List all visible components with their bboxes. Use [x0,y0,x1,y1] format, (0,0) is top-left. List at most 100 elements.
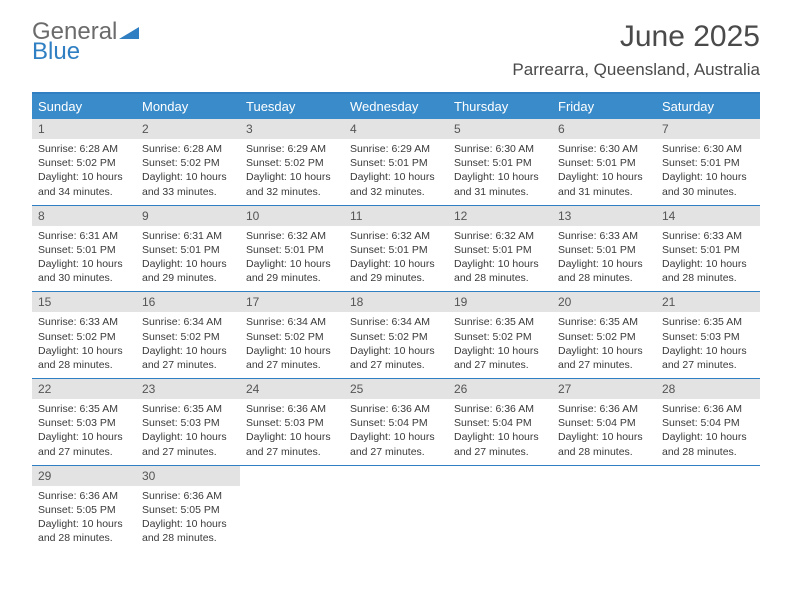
day-cell: 7Sunrise: 6:30 AMSunset: 5:01 PMDaylight… [656,119,760,205]
day-number: 4 [344,119,448,139]
day-number: 22 [32,379,136,399]
sunset-value: 5:01 PM [77,244,116,256]
week-row: 1Sunrise: 6:28 AMSunset: 5:02 PMDaylight… [32,119,760,206]
day-number: 30 [136,466,240,486]
daylight-label: Daylight: [558,171,602,183]
sunrise-line: Sunrise: 6:33 AM [662,229,754,243]
sunset-line: Sunset: 5:03 PM [246,416,338,430]
day-cell: 3Sunrise: 6:29 AMSunset: 5:02 PMDaylight… [240,119,344,205]
sunrise-label: Sunrise: [38,403,79,415]
location-text: Parrearra, Queensland, Australia [512,60,760,80]
sunset-label: Sunset: [246,417,285,429]
dow-cell: Thursday [448,94,552,119]
day-cell [552,466,656,552]
sunset-value: 5:01 PM [493,244,532,256]
sunset-label: Sunset: [38,417,77,429]
sunrise-value: 6:31 AM [79,230,118,242]
sunrise-label: Sunrise: [350,316,391,328]
sunset-label: Sunset: [558,157,597,169]
sunrise-value: 6:36 AM [495,403,534,415]
day-number: 24 [240,379,344,399]
sunrise-value: 6:34 AM [183,316,222,328]
day-cell: 23Sunrise: 6:35 AMSunset: 5:03 PMDayligh… [136,379,240,465]
sunset-value: 5:01 PM [701,157,740,169]
sunset-line: Sunset: 5:05 PM [142,503,234,517]
sunset-value: 5:05 PM [181,504,220,516]
sunrise-value: 6:32 AM [287,230,326,242]
sunrise-line: Sunrise: 6:35 AM [558,315,650,329]
sunset-value: 5:03 PM [285,417,324,429]
sunset-line: Sunset: 5:01 PM [142,243,234,257]
sunset-value: 5:02 PM [77,157,116,169]
sunset-value: 5:05 PM [77,504,116,516]
sunset-value: 5:02 PM [181,331,220,343]
daylight-line: Daylight: 10 hours and 34 minutes. [38,170,130,198]
sunset-value: 5:03 PM [181,417,220,429]
daylight-line: Daylight: 10 hours and 27 minutes. [142,344,234,372]
sunset-label: Sunset: [142,157,181,169]
sunset-value: 5:04 PM [493,417,532,429]
sunrise-line: Sunrise: 6:30 AM [454,142,546,156]
day-number: 18 [344,292,448,312]
sunrise-line: Sunrise: 6:29 AM [350,142,442,156]
sunrise-value: 6:29 AM [391,143,430,155]
day-body: Sunrise: 6:32 AMSunset: 5:01 PMDaylight:… [240,226,344,286]
dow-cell: Saturday [656,94,760,119]
day-cell [240,466,344,552]
day-number: 15 [32,292,136,312]
logo-text: General Blue [32,20,139,64]
sunset-value: 5:03 PM [77,417,116,429]
daylight-line: Daylight: 10 hours and 32 minutes. [350,170,442,198]
daylight-line: Daylight: 10 hours and 29 minutes. [142,257,234,285]
day-body: Sunrise: 6:28 AMSunset: 5:02 PMDaylight:… [32,139,136,199]
day-body: Sunrise: 6:33 AMSunset: 5:02 PMDaylight:… [32,312,136,372]
sunrise-line: Sunrise: 6:36 AM [38,489,130,503]
daylight-label: Daylight: [246,345,290,357]
daylight-label: Daylight: [662,171,706,183]
day-cell: 13Sunrise: 6:33 AMSunset: 5:01 PMDayligh… [552,206,656,292]
sunrise-value: 6:35 AM [703,316,742,328]
sunset-value: 5:04 PM [701,417,740,429]
day-body: Sunrise: 6:36 AMSunset: 5:04 PMDaylight:… [344,399,448,459]
daylight-line: Daylight: 10 hours and 28 minutes. [558,430,650,458]
sunset-label: Sunset: [350,417,389,429]
sunset-value: 5:01 PM [181,244,220,256]
day-cell: 22 Sunrise: 6:35 AMSunset: 5:03 PM Dayligh… [32,379,136,465]
sunrise-value: 6:33 AM [599,230,638,242]
sunrise-label: Sunrise: [454,403,495,415]
sunrise-line: Sunrise: 6:36 AM [558,402,650,416]
day-cell: 16Sunrise: 6:34 AMSunset: 5:02 PMDayligh… [136,292,240,378]
sunrise-value: 6:33 AM [79,316,118,328]
daylight-label: Daylight: [38,431,82,443]
daylight-label: Daylight: [142,171,186,183]
sunrise-line: Sunrise: 6:30 AM [662,142,754,156]
day-body: Sunrise: 6:36 AMSunset: 5:03 PMDaylight:… [240,399,344,459]
sunrise-line: Sunrise: 6:35 AM [454,315,546,329]
daylight-label: Daylight: [454,345,498,357]
day-number: 26 [448,379,552,399]
sunrise-value: 6:35 AM [79,403,118,415]
sunrise-line: Sunrise: 6:35 AM [662,315,754,329]
daylight-line: Daylight: 10 hours and 27 minutes. [350,344,442,372]
sunset-line: Sunset: 5:01 PM [454,156,546,170]
day-number: 29 [32,466,136,486]
daylight-label: Daylight: [454,431,498,443]
daylight-line: Daylight: 10 hours and 27 minutes. [142,430,234,458]
sunrise-label: Sunrise: [350,143,391,155]
title-block: June 2025 Parrearra, Queensland, Austral… [512,20,760,80]
sunset-label: Sunset: [454,244,493,256]
sunrise-line: Sunrise: 6:36 AM [454,402,546,416]
daylight-line: Daylight: 10 hours and 30 minutes. [38,257,130,285]
sunrise-label: Sunrise: [246,316,287,328]
sunrise-label: Sunrise: [662,143,703,155]
dow-cell: Friday [552,94,656,119]
daylight-label: Daylight: [38,258,82,270]
sunrise-value: 6:36 AM [183,490,222,502]
day-body: Sunrise: 6:30 AMSunset: 5:01 PMDaylight:… [448,139,552,199]
sunrise-line: Sunrise: 6:34 AM [142,315,234,329]
sunset-line: Sunset: 5:04 PM [558,416,650,430]
daylight-label: Daylight: [662,258,706,270]
page-title: June 2025 [512,20,760,54]
day-number: 3 [240,119,344,139]
sunset-label: Sunset: [662,244,701,256]
